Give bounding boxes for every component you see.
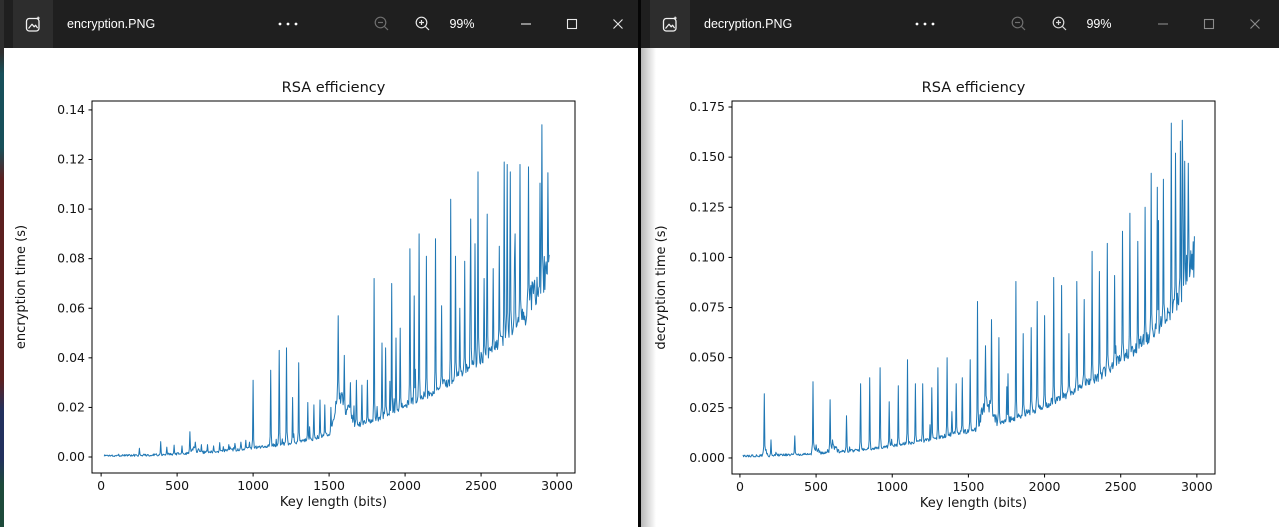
minimize-icon xyxy=(520,23,531,25)
see-more-icon xyxy=(278,22,298,26)
zoom-out-button[interactable] xyxy=(362,0,402,48)
svg-text:0.175: 0.175 xyxy=(689,99,725,114)
svg-text:0.050: 0.050 xyxy=(689,350,725,365)
svg-text:Key length (bits): Key length (bits) xyxy=(920,496,1027,511)
svg-text:0.04: 0.04 xyxy=(57,350,85,365)
svg-text:1500: 1500 xyxy=(952,479,984,494)
svg-text:0.10: 0.10 xyxy=(57,201,85,216)
svg-text:encryption time (s): encryption time (s) xyxy=(14,225,29,349)
zoom-in-button[interactable] xyxy=(403,0,443,48)
zoom-out-icon xyxy=(1011,16,1026,31)
decryption-window: decryption.PNG 99% xyxy=(641,0,1279,527)
svg-text:2000: 2000 xyxy=(389,478,421,493)
zoom-level-label: 99% xyxy=(449,17,475,31)
zoom-in-icon xyxy=(1052,16,1067,31)
svg-text:2000: 2000 xyxy=(1029,479,1061,494)
see-more-button[interactable] xyxy=(903,0,947,48)
minimize-icon xyxy=(1157,23,1168,25)
svg-text:RSA efficiency: RSA efficiency xyxy=(922,80,1026,96)
decryption-chart: 0 500 1000 1500 2000 2500 3000 0.000 0.025 0.050 0… xyxy=(654,80,1216,511)
zoom-level-label: 99% xyxy=(1086,17,1112,31)
svg-text:0: 0 xyxy=(736,479,744,494)
close-button[interactable] xyxy=(595,0,640,48)
svg-text:decryption time (s): decryption time (s) xyxy=(654,225,669,349)
svg-text:500: 500 xyxy=(165,478,189,493)
svg-text:Key length (bits): Key length (bits) xyxy=(280,495,387,510)
close-icon xyxy=(612,19,623,29)
svg-text:0.06: 0.06 xyxy=(57,300,85,315)
svg-text:0.150: 0.150 xyxy=(689,149,725,164)
image-viewer-canvas: 0 500 1000 1500 2000 2500 3000 0.00 0.02 0.04 0.06… xyxy=(4,48,638,527)
svg-text:2500: 2500 xyxy=(1105,479,1137,494)
zoom-in-icon xyxy=(415,16,430,31)
encryption-chart: 0 500 1000 1500 2000 2500 3000 0.00 0.02 0.04 0.06… xyxy=(14,80,576,510)
window-title: encryption.PNG xyxy=(67,17,156,31)
photos-app-icon xyxy=(25,16,40,32)
svg-text:0.125: 0.125 xyxy=(689,199,725,214)
svg-text:1000: 1000 xyxy=(876,479,908,494)
minimize-button[interactable] xyxy=(503,0,548,48)
encryption-window: encryption.PNG 99% xyxy=(4,0,638,527)
zoom-out-button[interactable] xyxy=(999,0,1039,48)
photos-app-icon xyxy=(662,16,677,32)
zoom-in-button[interactable] xyxy=(1040,0,1080,48)
image-viewer-canvas: 0 500 1000 1500 2000 2500 3000 0.000 0.025 0.050 0… xyxy=(641,48,1279,527)
photos-app-button[interactable] xyxy=(13,0,53,48)
maximize-button[interactable] xyxy=(549,0,594,48)
svg-text:1500: 1500 xyxy=(313,478,345,493)
svg-text:3000: 3000 xyxy=(541,478,573,493)
svg-text:3000: 3000 xyxy=(1181,479,1213,494)
svg-text:0.075: 0.075 xyxy=(689,300,725,315)
close-button[interactable] xyxy=(1232,0,1277,48)
svg-text:0.12: 0.12 xyxy=(57,152,85,167)
window-title: decryption.PNG xyxy=(704,17,793,31)
minimize-button[interactable] xyxy=(1140,0,1185,48)
titlebar[interactable]: encryption.PNG 99% xyxy=(4,0,638,48)
desktop-background-sliver xyxy=(0,0,4,527)
close-icon xyxy=(1249,19,1260,29)
svg-text:0.000: 0.000 xyxy=(689,450,725,465)
svg-text:0.08: 0.08 xyxy=(57,251,85,266)
zoom-out-icon xyxy=(374,16,389,31)
maximize-icon xyxy=(566,18,577,30)
maximize-icon xyxy=(1203,18,1214,30)
svg-text:0: 0 xyxy=(97,478,105,493)
svg-text:0.100: 0.100 xyxy=(689,249,725,264)
svg-text:0.00: 0.00 xyxy=(57,449,85,464)
svg-text:2500: 2500 xyxy=(465,478,497,493)
svg-text:0.025: 0.025 xyxy=(689,400,725,415)
maximize-button[interactable] xyxy=(1186,0,1231,48)
svg-text:0.14: 0.14 xyxy=(57,102,85,117)
titlebar[interactable]: decryption.PNG 99% xyxy=(641,0,1279,48)
see-more-icon xyxy=(915,22,935,26)
photos-app-button[interactable] xyxy=(650,0,690,48)
see-more-button[interactable] xyxy=(266,0,310,48)
svg-text:0.02: 0.02 xyxy=(57,399,85,414)
svg-text:1000: 1000 xyxy=(237,478,269,493)
svg-text:500: 500 xyxy=(804,479,828,494)
svg-text:RSA efficiency: RSA efficiency xyxy=(282,80,386,96)
